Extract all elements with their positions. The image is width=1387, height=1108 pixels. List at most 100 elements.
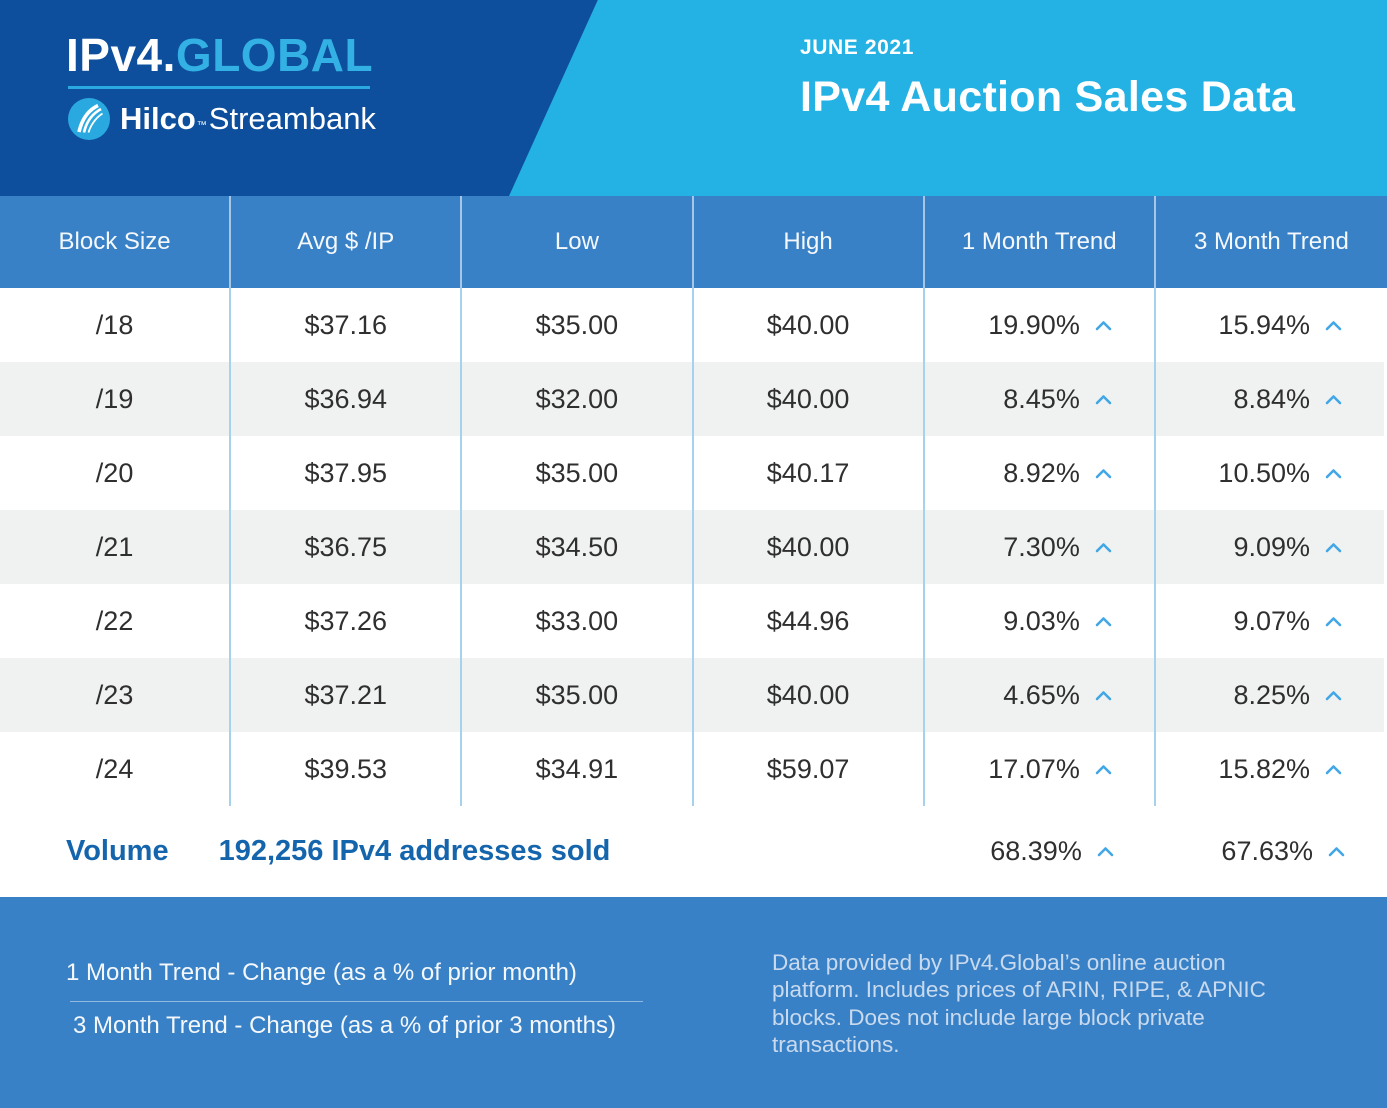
table-row: /21 $36.75 $34.50 $40.00 7.30% 9.09% (0, 510, 1387, 584)
trend-up-icon (1097, 846, 1114, 857)
block-size-cell: /21 (0, 510, 232, 584)
high-price-cell: $40.00 (694, 510, 925, 584)
hero-banner: IPv4.GLOBAL Hilco™Streambank JUNE 2021 I… (0, 0, 1387, 196)
volume-trend-1-month-cell: 68.39% (925, 806, 1156, 897)
trend-1-month-value: 4.65% (1003, 679, 1080, 710)
trend-3-month-value: 10.50% (1218, 457, 1310, 488)
trend-1-month-cell: 8.92% (925, 436, 1156, 510)
trend-up-icon (1325, 394, 1342, 405)
trend-3-month-cell: 8.84% (1156, 362, 1387, 436)
column-header-low: Low (462, 196, 694, 288)
column-header-3-month-trend: 3 Month Trend (1194, 228, 1349, 255)
trend-3-month-value: 8.84% (1233, 383, 1310, 414)
trend-3-month-cell: 9.07% (1156, 584, 1387, 658)
hero-diagonal-accent-shape (509, 0, 1387, 196)
trend-1-month-cell: 7.30% (925, 510, 1156, 584)
low-price-cell: $35.00 (462, 436, 694, 510)
volume-summary: Volume 192,256 IPv4 addresses sold (0, 806, 925, 897)
trend-3-month-value: 9.07% (1233, 605, 1310, 636)
volume-label: Volume (66, 835, 169, 867)
block-size-cell: /18 (0, 288, 232, 362)
trend-3-month-cell: 8.25% (1156, 658, 1387, 732)
table-column-header-row: Block Size Avg $ /IP Low High 1 Month Tr… (0, 196, 1387, 288)
column-header-high: High (694, 196, 925, 288)
trend-1-month-value: 17.07% (988, 753, 1080, 784)
trend-3-month-value: 8.25% (1233, 679, 1310, 710)
column-header-avg-per-ip: Avg $ /IP (231, 196, 463, 288)
footnote-1-month-trend: 1 Month Trend - Change (as a % of prior … (66, 959, 577, 986)
high-price-cell: $40.00 (694, 362, 925, 436)
table-row: /22 $37.26 $33.00 $44.96 9.03% 9.07% (0, 584, 1387, 658)
trend-1-month-value: 8.45% (1003, 383, 1080, 414)
avg-price-cell: $37.26 (231, 584, 463, 658)
data-source-disclaimer: Data provided by IPv4.Global’s online au… (772, 950, 1266, 1058)
column-header-1-month-trend: 1 Month Trend (925, 196, 1156, 288)
footer: 1 Month Trend - Change (as a % of prior … (0, 897, 1387, 1108)
trend-1-month-value: 9.03% (1003, 605, 1080, 636)
high-price-cell: $40.00 (694, 658, 925, 732)
volume-trend-3-month-value: 67.63% (1221, 836, 1313, 866)
hilco-text: Hilco (120, 100, 196, 136)
trend-1-month-value: 19.90% (988, 309, 1080, 340)
trend-1-month-value: 8.92% (1003, 457, 1080, 488)
avg-price-cell: $36.75 (231, 510, 463, 584)
low-price-cell: $33.00 (462, 584, 694, 658)
trend-up-icon (1095, 320, 1112, 331)
avg-price-cell: $39.53 (231, 732, 463, 806)
footer-divider (70, 1001, 643, 1002)
volume-trend-1-month-value: 68.39% (990, 836, 1082, 866)
high-price-cell: $40.17 (694, 436, 925, 510)
avg-price-cell: $36.94 (231, 362, 463, 436)
table-row: /23 $37.21 $35.00 $40.00 4.65% 8.25% (0, 658, 1387, 732)
trend-up-icon (1095, 616, 1112, 627)
logo-underline (68, 85, 370, 89)
trademark-symbol: ™ (196, 119, 207, 131)
hilco-streambank-wordmark: Hilco™Streambank (120, 101, 376, 137)
avg-price-cell: $37.16 (231, 288, 463, 362)
trend-up-icon (1325, 320, 1342, 331)
block-size-cell: /23 (0, 658, 232, 732)
trend-up-icon (1325, 468, 1342, 479)
footnote-3-month-trend: 3 Month Trend - Change (as a % of prior … (73, 1012, 616, 1039)
block-size-cell: /19 (0, 362, 232, 436)
block-size-cell: /24 (0, 732, 232, 806)
trend-1-month-cell: 8.45% (925, 362, 1156, 436)
low-price-cell: $34.91 (462, 732, 694, 806)
trend-1-month-cell: 17.07% (925, 732, 1156, 806)
trend-up-icon (1328, 846, 1345, 857)
high-price-cell: $44.96 (694, 584, 925, 658)
trend-3-month-value: 15.82% (1218, 753, 1310, 784)
low-price-cell: $34.50 (462, 510, 694, 584)
block-size-cell: /20 (0, 436, 232, 510)
low-price-cell: $35.00 (462, 288, 694, 362)
ipv4-global-logo: IPv4.GLOBAL (66, 30, 376, 81)
trend-up-icon (1095, 542, 1112, 553)
table-row: /18 $37.16 $35.00 $40.00 19.90% 15.94% (0, 288, 1387, 362)
trend-up-icon (1095, 394, 1112, 405)
brand-logo-block: IPv4.GLOBAL Hilco™Streambank (66, 30, 376, 140)
page-title: IPv4 Auction Sales Data (800, 73, 1296, 121)
streambank-text: Streambank (208, 100, 376, 136)
hilco-streambank-logo: Hilco™Streambank (68, 97, 376, 140)
logo-text-ipv4: IPv4. (66, 29, 176, 81)
hero-title-block: JUNE 2021 IPv4 Auction Sales Data (800, 36, 1295, 122)
table-row: /19 $36.94 $32.00 $40.00 8.45% 8.84% (0, 362, 1387, 436)
trend-up-icon (1325, 764, 1342, 775)
trend-3-month-cell: 9.09% (1156, 510, 1387, 584)
trend-up-icon (1325, 616, 1342, 627)
table-body: /18 $37.16 $35.00 $40.00 19.90% 15.94% (0, 288, 1387, 806)
block-size-cell: /22 (0, 584, 232, 658)
column-header-block-size: Block Size (0, 196, 232, 288)
trend-up-icon (1095, 764, 1112, 775)
trend-3-month-cell: 10.50% (1156, 436, 1387, 510)
high-price-cell: $40.00 (694, 288, 925, 362)
trend-up-icon (1325, 690, 1342, 701)
volume-summary-row: Volume 192,256 IPv4 addresses sold 68.39… (0, 806, 1387, 897)
low-price-cell: $32.00 (462, 362, 694, 436)
table-row: /20 $37.95 $35.00 $40.17 8.92% 10.50% (0, 436, 1387, 510)
volume-trend-3-month-cell: 67.63% (1156, 806, 1387, 897)
trend-3-month-value: 15.94% (1218, 309, 1310, 340)
table-row: /24 $39.53 $34.91 $59.07 17.07% 15.82% (0, 732, 1387, 806)
trend-1-month-cell: 4.65% (925, 658, 1156, 732)
